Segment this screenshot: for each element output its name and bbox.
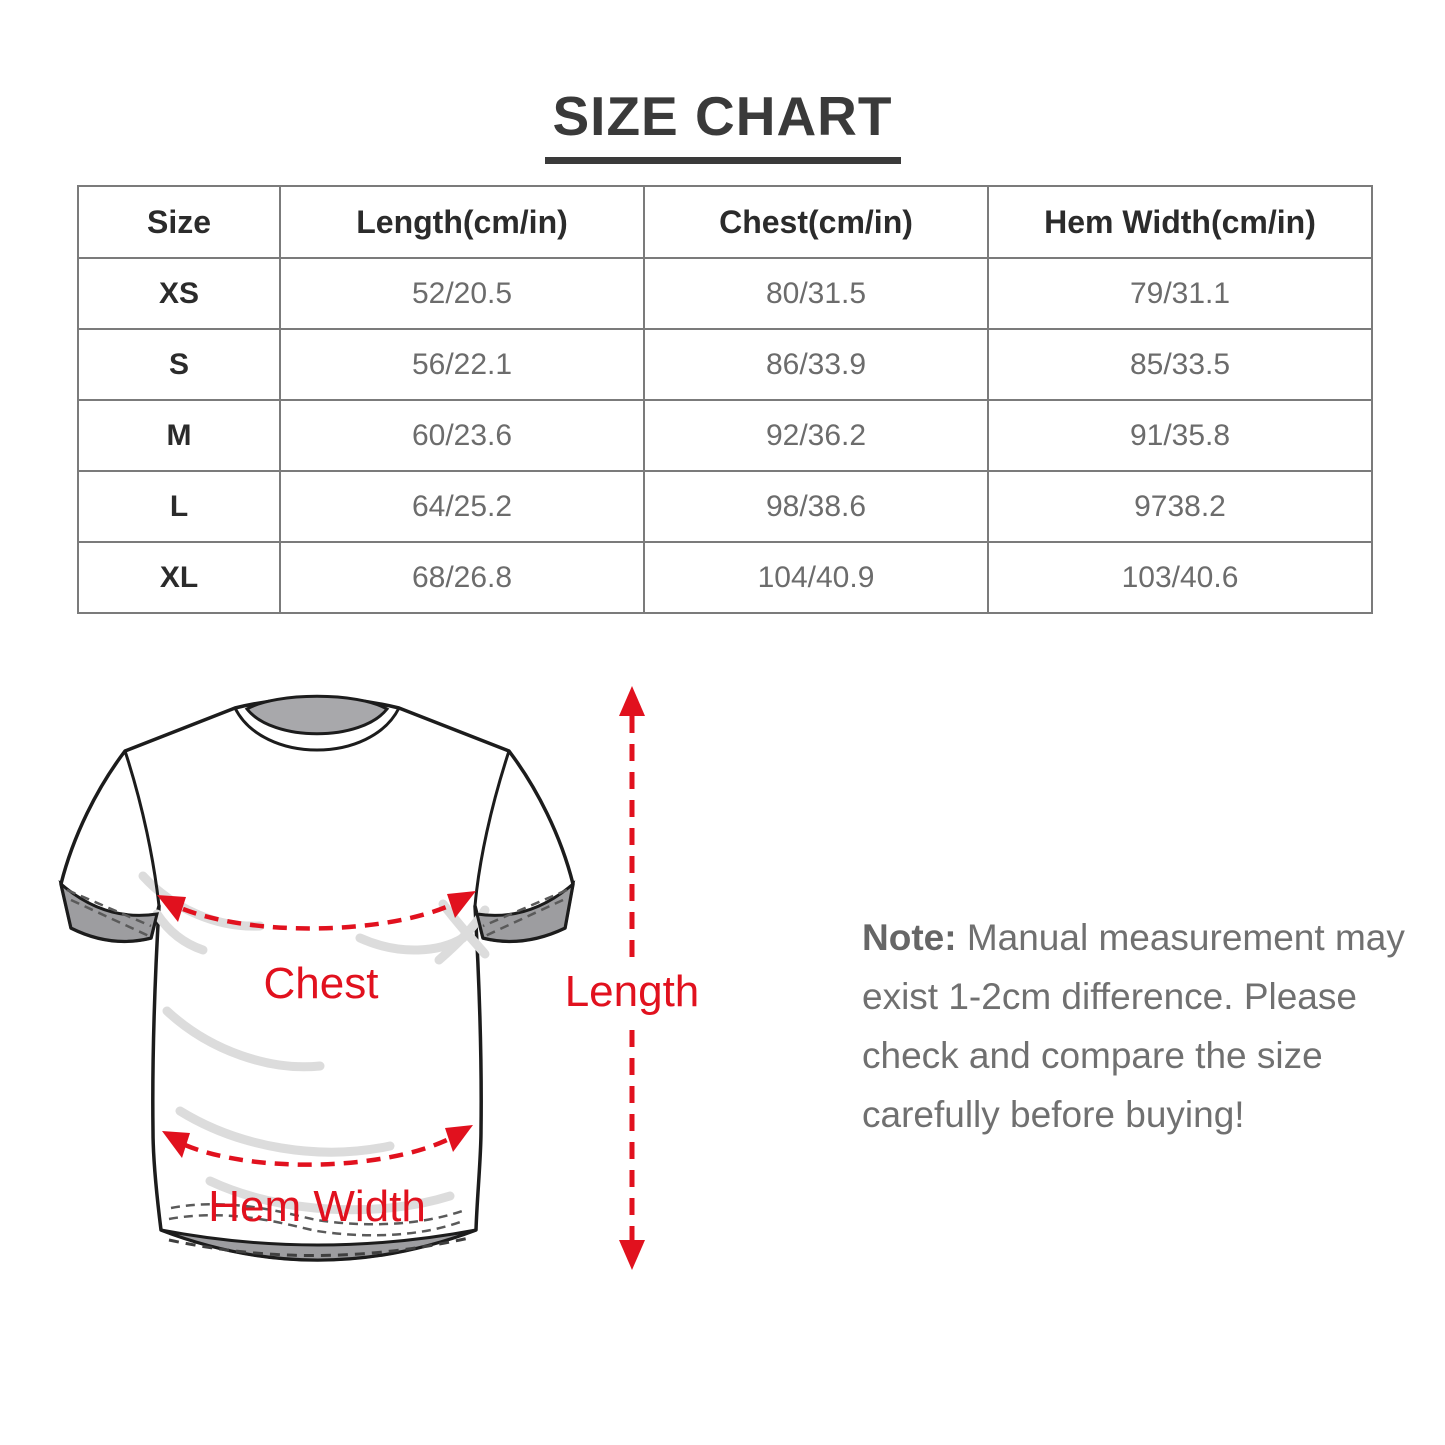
fabric-wrinkles: [138, 871, 490, 1215]
size-value: S: [77, 328, 281, 401]
hem-width-value: 79/31.1: [987, 257, 1373, 330]
chest-arrowhead-right: [447, 891, 476, 918]
hem-width-measure-arrow: Hem Width: [162, 1125, 473, 1231]
length-value: 68/26.8: [279, 541, 645, 614]
size-table: Size Length(cm/in) Chest(cm/in) Hem Widt…: [77, 185, 1373, 614]
right-sleeve-seam: [473, 750, 511, 907]
chest-value: 104/40.9: [643, 541, 989, 614]
tshirt-measurement-diagram: Chest Hem Width Length: [58, 686, 700, 1270]
stitching-lines: [66, 888, 568, 1257]
note-line: Note: Manual measurement may: [862, 917, 1405, 958]
length-value: 60/23.6: [279, 399, 645, 472]
table-row: XL 68/26.8 104/40.9 103/40.6: [77, 541, 1373, 614]
length-value: 56/22.1: [279, 328, 645, 401]
right-cuff: [474, 880, 576, 943]
hem-width-value: 103/40.6: [987, 541, 1373, 614]
hem-arrowhead-left: [162, 1131, 190, 1158]
hem-arrowhead-right: [445, 1125, 473, 1152]
size-value: XL: [77, 541, 281, 614]
chest-label: Chest: [264, 959, 379, 1008]
length-value: 52/20.5: [279, 257, 645, 330]
table-header-row: Size Length(cm/in) Chest(cm/in) Hem Widt…: [77, 185, 1373, 259]
chest-value: 80/31.5: [643, 257, 989, 330]
page-title: SIZE CHART: [544, 84, 901, 164]
table-row: XS 52/20.5 80/31.5 79/31.1: [77, 257, 1373, 330]
table-row: M 60/23.6 92/36.2 91/35.8: [77, 399, 1373, 472]
length-arrowhead-top: [619, 686, 645, 716]
chest-value: 98/38.6: [643, 470, 989, 543]
col-header-size: Size: [77, 185, 281, 259]
col-header-hem-width: Hem Width(cm/in): [987, 185, 1373, 259]
chest-measure-arrow: Chest: [157, 891, 476, 1008]
size-value: XS: [77, 257, 281, 330]
chest-value: 92/36.2: [643, 399, 989, 472]
hem-width-value: 91/35.8: [987, 399, 1373, 472]
hem-width-label: Hem Width: [208, 1182, 426, 1231]
table-row: S 56/22.1 86/33.9 85/33.5: [77, 328, 1373, 401]
size-value: M: [77, 399, 281, 472]
note-line: exist 1-2cm difference. Please: [862, 976, 1357, 1017]
length-value: 64/25.2: [279, 470, 645, 543]
length-arrowhead-bottom: [619, 1240, 645, 1270]
note-line: carefully before buying!: [862, 1094, 1245, 1135]
chest-value: 86/33.9: [643, 328, 989, 401]
page-title-wrap: SIZE CHART: [0, 84, 1445, 164]
note-line: check and compare the size: [862, 1035, 1323, 1076]
left-sleeve-seam: [123, 750, 161, 907]
chest-arrowhead-left: [157, 895, 186, 922]
length-measure-arrow: Length: [565, 686, 700, 1270]
measurement-note: Note: Manual measurement may exist 1-2cm…: [862, 908, 1422, 1144]
note-label: Note:: [862, 917, 957, 958]
hem-width-value: 9738.2: [987, 470, 1373, 543]
collar-inner: [244, 694, 390, 736]
col-header-length: Length(cm/in): [279, 185, 645, 259]
table-row: L 64/25.2 98/38.6 9738.2: [77, 470, 1373, 543]
size-value: L: [77, 470, 281, 543]
length-label: Length: [565, 967, 700, 1016]
left-cuff: [58, 879, 160, 943]
collar-outer-line: [233, 707, 401, 752]
col-header-chest: Chest(cm/in): [643, 185, 989, 259]
hem-width-value: 85/33.5: [987, 328, 1373, 401]
